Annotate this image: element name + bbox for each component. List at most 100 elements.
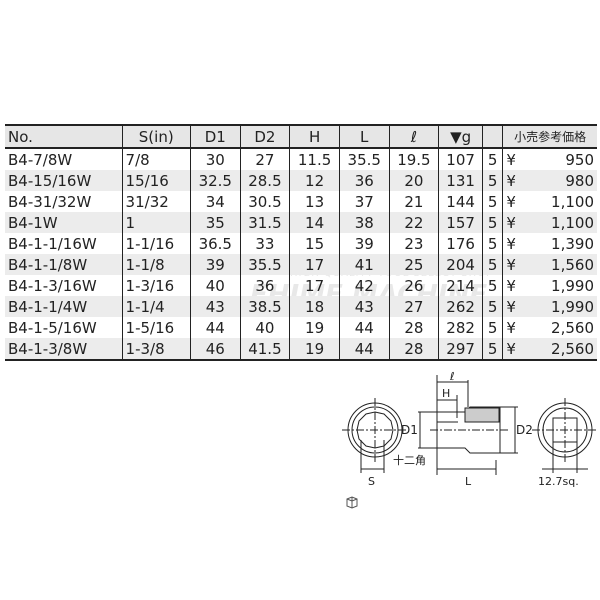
cell-d1: 35 xyxy=(189,212,241,233)
cell-size: 1 xyxy=(121,212,191,233)
price-value: 1,990 xyxy=(551,297,594,316)
price-value: 2,560 xyxy=(551,318,594,337)
cell-length: 38 xyxy=(338,212,390,233)
cell-price: ¥2,560 xyxy=(502,338,597,360)
cell-no: B4-15/16W xyxy=(8,171,92,190)
yen-sign: ¥ xyxy=(506,171,516,190)
cell-h: 19 xyxy=(289,338,340,360)
label-drive-size: 12.7sq. xyxy=(538,475,579,488)
cell-h: 17 xyxy=(289,275,340,296)
table-row: B4-1-5/16W 1-5/16 44 40 19 44 28 282 5 ¥2,560 xyxy=(5,317,597,338)
cell-h: 12 xyxy=(289,170,340,191)
socket-end-view-12pt xyxy=(342,398,408,473)
cell-d1: 30 xyxy=(189,148,241,170)
price-value: 1,390 xyxy=(551,234,594,253)
cell-h: 17 xyxy=(289,254,340,275)
yen-sign: ¥ xyxy=(506,276,516,295)
cell-l: 19.5 xyxy=(388,148,439,170)
cell-d2: 28.5 xyxy=(239,170,290,191)
cell-l: 28 xyxy=(388,317,439,338)
cell-box: 5 xyxy=(482,170,503,191)
cell-box: 5 xyxy=(482,338,503,360)
cell-no: B4-7/8W xyxy=(8,150,73,169)
cell-no: B4-1-3/16W xyxy=(8,276,97,295)
header-l: ℓ xyxy=(388,125,439,148)
price-value: 1,990 xyxy=(551,276,594,295)
table-row: B4-1-1/4W 1-1/4 43 38.5 18 43 27 262 5 ¥1,990 xyxy=(5,296,597,317)
cell-size: 7/8 xyxy=(121,148,191,170)
cell-size: 1-5/16 xyxy=(121,317,191,338)
cell-box: 5 xyxy=(482,212,503,233)
cell-no: B4-1-3/8W xyxy=(8,339,88,358)
header-box xyxy=(346,125,503,509)
table-row: B4-1-1/8W 1-1/8 39 35.5 17 41 25 204 5 ¥1,560 xyxy=(5,254,597,275)
cell-no: B4-1-5/16W xyxy=(8,318,97,337)
cell-length: 39 xyxy=(338,233,390,254)
table-row: B4-1W 1 35 31.5 14 38 22 157 5 ¥1,100 xyxy=(5,212,597,233)
cell-d2: 41.5 xyxy=(239,338,290,360)
cell-l: 20 xyxy=(388,170,439,191)
price-value: 1,560 xyxy=(551,255,594,274)
socket-side-view xyxy=(418,375,518,475)
cell-no: B4-1W xyxy=(8,213,58,232)
label-s: S xyxy=(368,475,375,488)
cell-price: ¥1,100 xyxy=(502,212,597,233)
yen-sign: ¥ xyxy=(506,234,516,253)
cell-d1: 46 xyxy=(189,338,241,360)
header-length: L xyxy=(338,125,390,148)
cell-length: 37 xyxy=(338,191,390,212)
price-value: 1,100 xyxy=(551,192,594,211)
cell-no: B4-1-1/16W xyxy=(8,234,97,253)
cell-d2: 33 xyxy=(239,233,290,254)
cell-l: 26 xyxy=(388,275,439,296)
label-d1: D1 xyxy=(401,423,418,437)
cell-price: ¥950 xyxy=(502,148,597,170)
cell-size: 15/16 xyxy=(121,170,191,191)
cell-h: 15 xyxy=(289,233,340,254)
cell-h: 19 xyxy=(289,317,340,338)
cell-weight: 214 xyxy=(438,275,483,296)
header-price: 小売参考価格 xyxy=(502,125,597,148)
cell-weight: 282 xyxy=(438,317,483,338)
yen-sign: ¥ xyxy=(506,255,516,274)
table-row: B4-1-1/16W 1-1/16 36.5 33 15 39 23 176 5 ¥1,390 xyxy=(5,233,597,254)
cell-weight: 204 xyxy=(438,254,483,275)
cell-weight: 107 xyxy=(438,148,483,170)
header-d1: D1 xyxy=(189,125,241,148)
header-d2: D2 xyxy=(239,125,290,148)
cell-price: ¥1,990 xyxy=(502,275,597,296)
yen-sign: ¥ xyxy=(506,297,516,316)
cell-l: 27 xyxy=(388,296,439,317)
cell-weight: 297 xyxy=(438,338,483,360)
cell-length: 41 xyxy=(338,254,390,275)
cell-length: 44 xyxy=(338,317,390,338)
label-d2: D2 xyxy=(516,423,533,437)
header-no: No. xyxy=(8,127,33,146)
cell-length: 44 xyxy=(338,338,390,360)
label-l: ℓ xyxy=(449,370,455,383)
cell-d2: 36 xyxy=(239,275,290,296)
cell-d1: 34 xyxy=(189,191,241,212)
yen-sign: ¥ xyxy=(506,213,516,232)
cell-size: 1-3/8 xyxy=(121,338,191,360)
label-12-point: 十二角 xyxy=(393,453,426,467)
cell-no: B4-1-1/8W xyxy=(8,255,88,274)
cell-price: ¥1,100 xyxy=(502,191,597,212)
cell-h: 11.5 xyxy=(289,148,340,170)
header-size: S(in) xyxy=(121,125,191,148)
cell-box: 5 xyxy=(482,275,503,296)
cell-l: 22 xyxy=(388,212,439,233)
cell-box: 5 xyxy=(482,296,503,317)
yen-sign: ¥ xyxy=(506,192,516,211)
cell-box: 5 xyxy=(482,233,503,254)
header-weight: ▼g xyxy=(438,125,483,148)
cell-d1: 36.5 xyxy=(189,233,241,254)
cell-price: ¥2,560 xyxy=(502,317,597,338)
cell-box: 5 xyxy=(482,317,503,338)
cell-d2: 27 xyxy=(239,148,290,170)
cell-box: 5 xyxy=(482,191,503,212)
label-h: H xyxy=(442,387,450,400)
cell-d2: 35.5 xyxy=(239,254,290,275)
cell-length: 43 xyxy=(338,296,390,317)
